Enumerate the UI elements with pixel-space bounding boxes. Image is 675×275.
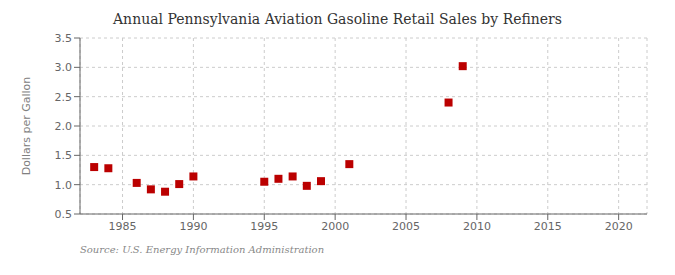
svg-text:2015: 2015 bbox=[534, 220, 562, 233]
svg-text:2020: 2020 bbox=[605, 220, 633, 233]
svg-text:2010: 2010 bbox=[463, 220, 491, 233]
html-text:Source: U.S. Energy Informatio: Source: U.S. Energy Information Administ… bbox=[80, 244, 325, 255]
svg-text:2005: 2005 bbox=[392, 220, 420, 233]
html-text:Annual Pennsylvania Aviation G: Annual Pennsylvania Aviation Gasoline Re… bbox=[113, 11, 562, 27]
svg-text:Dollars per Gallon: Dollars per Gallon bbox=[20, 77, 33, 176]
svg-text:1995: 1995 bbox=[250, 220, 278, 233]
svg-text:3.0: 3.0 bbox=[55, 61, 73, 74]
svg-text:1985: 1985 bbox=[109, 220, 137, 233]
svg-text:2000: 2000 bbox=[321, 220, 349, 233]
svg-text:2.5: 2.5 bbox=[55, 91, 73, 104]
svg-text:1.5: 1.5 bbox=[55, 149, 73, 162]
svg-text:0.5: 0.5 bbox=[55, 208, 73, 221]
svg-text:1990: 1990 bbox=[179, 220, 207, 233]
svg-text:3.5: 3.5 bbox=[55, 32, 73, 45]
svg-text:1.0: 1.0 bbox=[55, 179, 73, 192]
svg-text:2.0: 2.0 bbox=[55, 120, 73, 133]
